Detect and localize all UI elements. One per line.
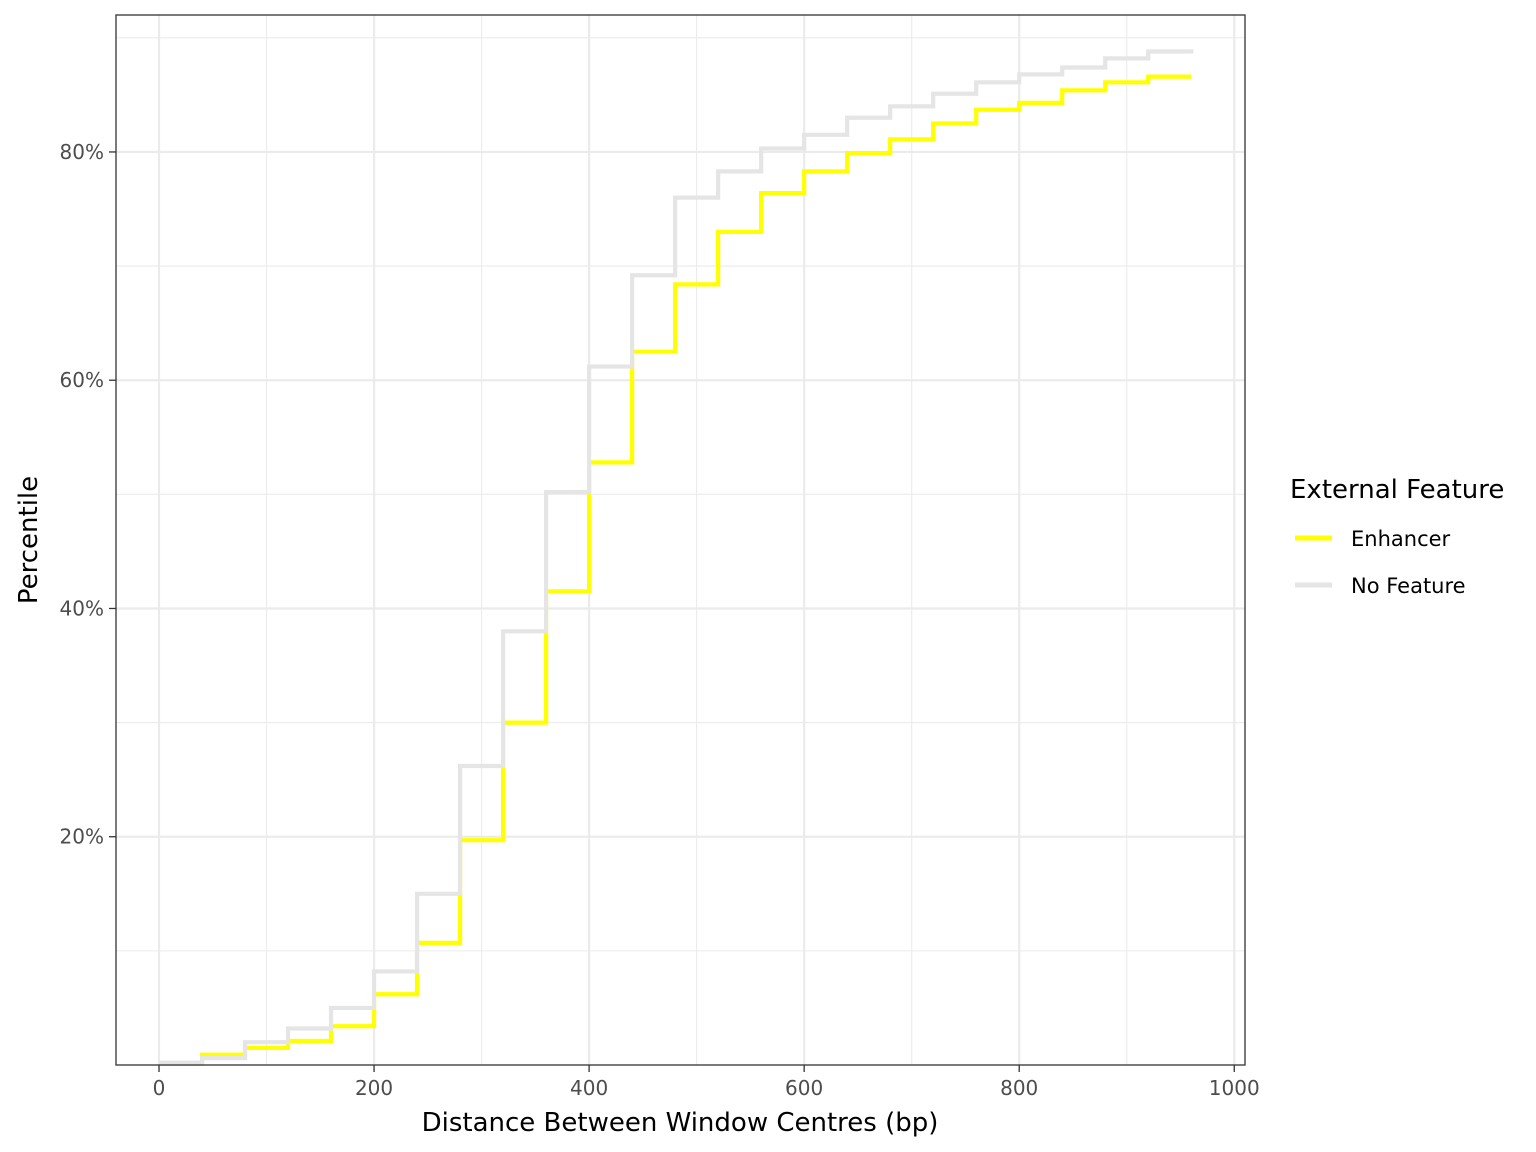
x-tick-label: 600 — [785, 1076, 823, 1100]
major-gridlines — [116, 15, 1245, 1065]
x-axis-title: Distance Between Window Centres (bp) — [422, 1108, 939, 1138]
x-tick-label: 400 — [570, 1076, 608, 1100]
legend-label: Enhancer — [1351, 527, 1451, 551]
series-line-no-feature — [159, 49, 1194, 1065]
y-tick-label: 60% — [60, 368, 104, 392]
x-axis: 0 200 400 600 800 1000 — [153, 1065, 1260, 1100]
legend-label: No Feature — [1351, 574, 1466, 598]
plot-panel — [116, 15, 1245, 1065]
minor-gridlines — [116, 15, 1245, 1065]
legend-items: Enhancer No Feature — [1295, 527, 1466, 598]
legend-title: External Feature — [1290, 475, 1504, 505]
y-tick-label: 80% — [60, 140, 104, 164]
y-tick-label: 40% — [60, 596, 104, 620]
x-tick-label: 0 — [153, 1076, 166, 1100]
y-tick-label: 20% — [60, 825, 104, 849]
x-tick-label: 1000 — [1209, 1076, 1260, 1100]
legend: External Feature Enhancer No Feature — [1290, 475, 1504, 598]
plot-border — [115, 14, 1246, 1066]
y-axis: 20% 40% 60% 80% — [60, 140, 116, 849]
x-tick-label: 200 — [355, 1076, 393, 1100]
x-tick-label: 800 — [1000, 1076, 1038, 1100]
y-axis-title: Percentile — [14, 476, 44, 604]
series-layer — [159, 49, 1194, 1066]
